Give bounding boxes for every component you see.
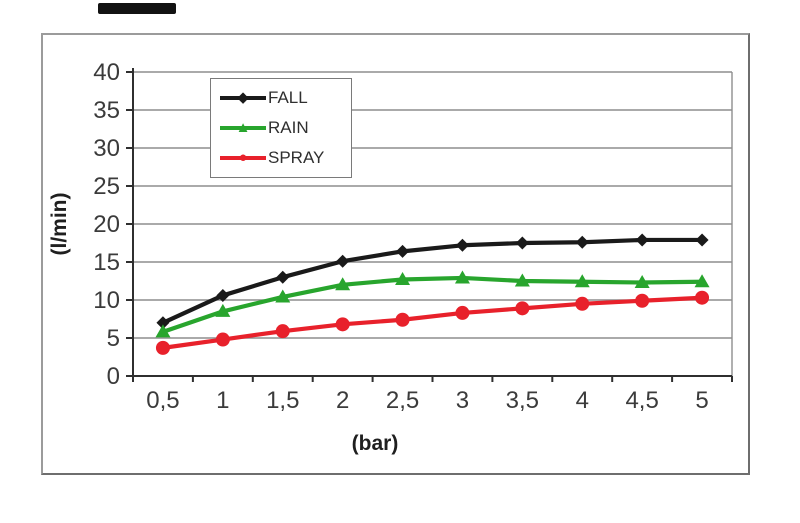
x-tick-label: 3,5 xyxy=(506,387,539,414)
legend-label-fall: FALL xyxy=(268,88,308,107)
x-tick-label: 0,5 xyxy=(146,387,179,414)
series-line-rain xyxy=(160,275,705,335)
fall-diamond-marker-icon: ◆ xyxy=(220,90,266,105)
y-tick-label: 30 xyxy=(93,135,120,162)
data-point-circle xyxy=(635,293,650,308)
x-tick-label: 1 xyxy=(216,387,229,414)
series-rain xyxy=(155,270,710,338)
data-point-triangle xyxy=(215,303,231,317)
data-point-circle xyxy=(575,296,590,311)
series-line-fall xyxy=(160,237,705,325)
data-point-diamond xyxy=(396,244,410,258)
y-tick-label: 40 xyxy=(93,59,120,86)
data-point-circle xyxy=(695,290,710,305)
data-point-circle xyxy=(155,340,170,355)
x-tick-label: 5 xyxy=(695,387,708,414)
y-tick-label: 15 xyxy=(93,249,120,276)
data-point-triangle xyxy=(275,289,291,303)
data-point-circle xyxy=(455,305,470,320)
data-point-triangle xyxy=(634,275,650,289)
x-tick-label: 2 xyxy=(336,387,349,414)
data-point-triangle xyxy=(454,270,470,284)
series-line-spray xyxy=(160,295,705,350)
legend-label-rain: RAIN xyxy=(268,118,309,137)
data-point-triangle xyxy=(155,324,171,338)
chart-frame: 0 5 10 15 20 25 30 35 40 0,5 1 1,5 2 2,5 3 3,5 4 4,5 5 ◆ F… xyxy=(41,33,750,475)
data-point-diamond xyxy=(635,233,649,247)
y-tick-label: 20 xyxy=(93,211,120,238)
data-point-circle xyxy=(215,332,230,347)
data-point-triangle xyxy=(395,271,411,285)
data-point-diamond xyxy=(695,233,709,247)
data-point-triangle xyxy=(694,274,710,288)
legend-label-spray: SPRAY xyxy=(268,148,325,167)
series-spray xyxy=(155,290,710,355)
y-tick-label: 25 xyxy=(93,173,120,200)
data-point-diamond xyxy=(336,254,350,268)
data-point-circle xyxy=(275,324,290,339)
chart-canvas: 0 5 10 15 20 25 30 35 40 0,5 1 1,5 2 2,5 3 3,5 4 4,5 5 xyxy=(93,59,733,414)
cropped-artifact xyxy=(98,3,176,14)
spray-circle-marker-icon: ● xyxy=(220,150,266,165)
legend-item-rain: ▲ RAIN xyxy=(220,117,351,139)
data-point-diamond xyxy=(515,236,529,250)
y-tick-label: 5 xyxy=(107,325,120,352)
x-tick-label: 3 xyxy=(456,387,469,414)
data-point-circle xyxy=(515,301,530,316)
data-point-diamond xyxy=(156,316,170,330)
rain-triangle-marker-icon: ▲ xyxy=(220,120,266,135)
x-tick-label: 4 xyxy=(576,387,589,414)
data-point-diamond xyxy=(216,288,230,302)
data-point-circle xyxy=(335,317,350,332)
data-point-triangle xyxy=(335,277,351,291)
y-tick-label: 0 xyxy=(107,363,120,390)
data-point-diamond xyxy=(575,235,589,249)
series-fall xyxy=(156,233,709,330)
y-tick-label: 35 xyxy=(93,97,120,124)
data-point-diamond xyxy=(276,270,290,284)
data-point-circle xyxy=(395,312,410,327)
data-point-triangle xyxy=(574,274,590,288)
x-axis-title: (bar) xyxy=(351,432,399,455)
data-point-triangle xyxy=(514,273,530,287)
legend-item-fall: ◆ FALL xyxy=(220,87,351,109)
data-point-diamond xyxy=(455,238,469,252)
y-axis-title: (l/min) xyxy=(48,192,71,256)
x-tick-label: 1,5 xyxy=(266,387,299,414)
legend-item-spray: ● SPRAY xyxy=(220,147,351,169)
x-tick-label: 4,5 xyxy=(625,387,658,414)
y-tick-label: 10 xyxy=(93,287,120,314)
x-tick-label: 2,5 xyxy=(386,387,419,414)
chart-legend: ◆ FALL ▲ RAIN ● SPRAY xyxy=(210,78,352,178)
